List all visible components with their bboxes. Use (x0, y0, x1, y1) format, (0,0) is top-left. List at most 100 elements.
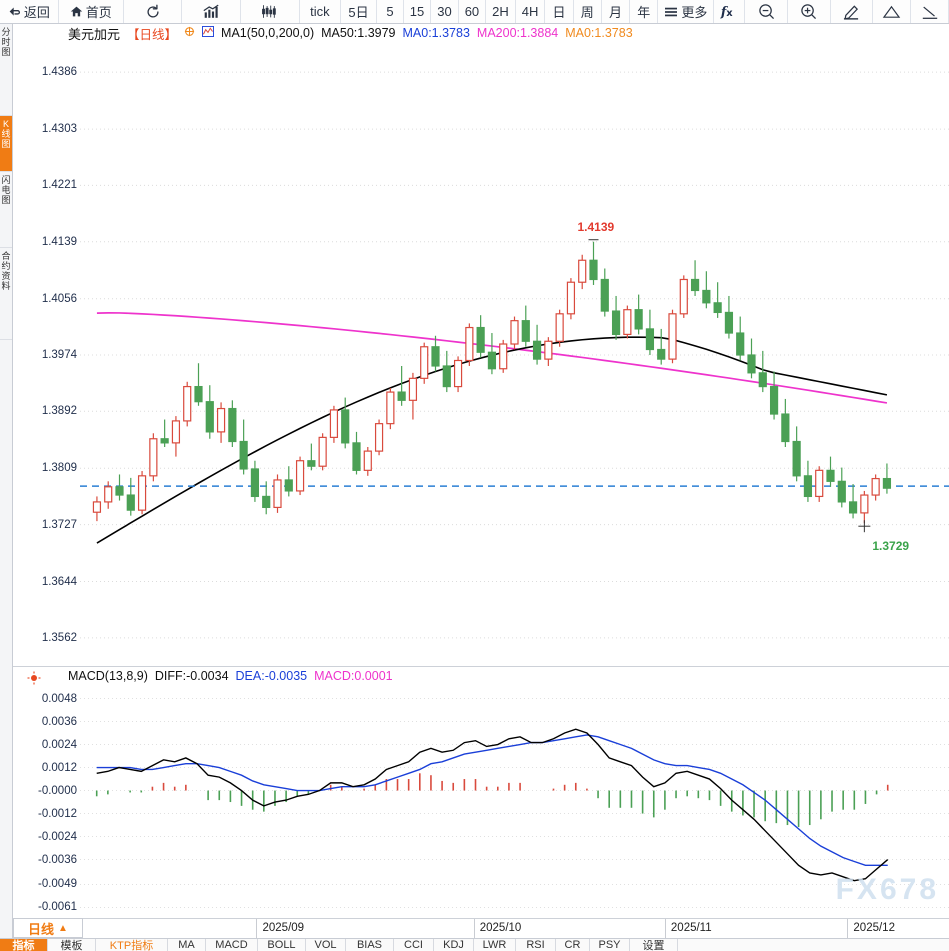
macd-histogram-svg (80, 698, 949, 908)
candlestick-button[interactable] (241, 0, 300, 23)
sidebar-item-char: 图 (1, 47, 11, 57)
indicator-tab-KTP指标[interactable]: KTP指标 (96, 939, 168, 951)
line-chart-button[interactable] (182, 0, 242, 23)
draw-line-button[interactable] (911, 0, 949, 23)
indicator-tab-bar: 指标 模板 KTP指标 MA MACD BOLL VOL BIAS CCI KDJ LWR RSI CR… (0, 938, 949, 951)
price-y-tick-label: 1.4139 (41, 235, 77, 248)
indicator-tab-KDJ[interactable]: KDJ (434, 939, 474, 951)
macd-y-tick-label: -0.0000 (37, 784, 77, 797)
watermark: FX678 (835, 873, 939, 906)
macd-dea-value: DEA:-0.0035 (235, 669, 308, 683)
zoom-in-button[interactable] (788, 0, 831, 23)
timeframe-15[interactable]: 15 (404, 0, 432, 23)
price-y-tick-label: 1.3644 (41, 575, 77, 588)
timeframe-30[interactable]: 30 (431, 0, 459, 23)
timeframe-60[interactable]: 60 (459, 0, 487, 23)
sidebar-item-3[interactable]: 合约资料 (0, 248, 12, 340)
period-selector-label: 日线 (28, 921, 55, 937)
macd-settings-icon[interactable] (27, 671, 41, 685)
indicator-tab-设置[interactable]: 设置 (630, 939, 678, 951)
price-y-tick-label: 1.4056 (41, 292, 77, 305)
indicator-tab-CCI[interactable]: CCI (394, 939, 434, 951)
macd-y-tick-label: -0.0012 (37, 807, 77, 820)
sidebar-item-char: 线 (1, 129, 11, 139)
timeframe-5[interactable]: 5 (377, 0, 404, 23)
zoom-out-button[interactable] (745, 0, 789, 23)
hamburger-icon (665, 7, 678, 16)
more-menu-button[interactable]: 更多 (658, 0, 715, 23)
zoom-out-icon (758, 4, 774, 20)
ma200-value: MA200:1.3884 (476, 26, 559, 40)
ma50-value: MA50:1.3979 (321, 26, 396, 40)
candlestick-icon (262, 5, 276, 18)
indicator-tab-MACD[interactable]: MACD (206, 939, 258, 951)
home-icon (70, 6, 82, 17)
settings-dot-icon[interactable] (184, 26, 195, 40)
timeframe-label: 5日 (348, 5, 369, 20)
indicator-tab-LWR[interactable]: LWR (474, 939, 516, 951)
ma0-blue-value: MA0:1.3783 (402, 26, 470, 40)
sidebar-item-char: 图 (1, 195, 11, 205)
symbol-name: 美元加元 (68, 26, 121, 42)
back-button[interactable]: 返回 (0, 0, 59, 23)
pencil-icon (843, 5, 859, 20)
macd-y-axis: 0.0048 0.0036 0.0024 0.0012 -0.0000 -0.0012 -0… (13, 687, 77, 919)
more-label: 更多 (681, 5, 708, 20)
bottom-bar: 日线 ▲ (0, 918, 949, 938)
timeframe-month[interactable]: 月 (602, 0, 631, 23)
period-selector-button[interactable]: 日线 ▲ (13, 918, 83, 938)
price-y-tick-label: 1.3562 (41, 631, 77, 644)
macd-y-tick-label: -0.0049 (37, 878, 77, 891)
macd-plot-area[interactable] (80, 687, 949, 919)
indicator-tab-BIAS[interactable]: BIAS (346, 939, 394, 951)
timeframe-label: 30 (437, 4, 452, 19)
timeframe-label: 周 (580, 5, 594, 20)
price-plot-area[interactable]: 1.4139 1.3729 (80, 44, 949, 666)
home-button[interactable]: 首页 (59, 0, 124, 23)
price-chart-pane[interactable]: 美元加元 【日线】 MA1(50,0,200,0) MA50:1.3979 MA… (13, 24, 949, 666)
timeframe-4h[interactable]: 4H (516, 0, 546, 23)
back-label: 返回 (23, 5, 50, 20)
price-chart-header: 美元加元 【日线】 MA1(50,0,200,0) MA50:1.3979 MA… (13, 24, 633, 42)
indicator-tab-RSI[interactable]: RSI (516, 939, 556, 951)
sidebar-item-char: 料 (1, 281, 11, 291)
timeframe-year[interactable]: 年 (630, 0, 659, 23)
timeframe-label: 2H (492, 4, 509, 19)
formula-button[interactable]: f x (714, 0, 746, 23)
sidebar-item-char: 电 (1, 185, 11, 195)
indicator-tab-模板[interactable]: 模板 (48, 939, 96, 951)
sidebar-item-char: 闪 (1, 175, 11, 185)
sidebar-item-char: 合 (1, 251, 11, 261)
timeframe-label: 60 (464, 4, 480, 19)
indicator-tab-BOLL[interactable]: BOLL (258, 939, 306, 951)
sidebar-item-2[interactable]: 闪电图 (0, 172, 12, 248)
refresh-button[interactable] (124, 0, 183, 23)
timeframe-label: 月 (609, 5, 623, 20)
timeframe-day[interactable]: 日 (545, 0, 574, 23)
sidebar-item-char: 时 (1, 37, 11, 47)
macd-y-tick-label: 0.0012 (41, 761, 77, 774)
indicator-tab-VOL[interactable]: VOL (306, 939, 346, 951)
ma-indicator-icon[interactable] (202, 26, 214, 40)
price-y-tick-label: 1.3974 (41, 349, 77, 361)
macd-y-tick-label: -0.0024 (37, 830, 77, 843)
ma0-orange-value: MA0:1.3783 (565, 26, 633, 40)
macd-pane[interactable]: MACD(13,8,9) DIFF:-0.0034 DEA:-0.0035 MA… (13, 666, 949, 919)
draw-triangle-button[interactable] (873, 0, 912, 23)
price-y-axis: 1.4386 1.4303 1.4221 1.4139 1.4056 1.3974 1.38… (13, 44, 77, 666)
draw-pencil-button[interactable] (831, 0, 874, 23)
ma-parameters: MA1(50,0,200,0) (221, 26, 315, 40)
timeframe-week[interactable]: 周 (574, 0, 602, 23)
indicator-tab-CR[interactable]: CR (556, 939, 590, 951)
indicator-tab-PSY[interactable]: PSY (590, 939, 630, 951)
indicator-tab-MA[interactable]: MA (168, 939, 206, 951)
high-price-annotation: 1.4139 (577, 219, 615, 234)
timeframe-tick[interactable]: tick (300, 0, 341, 23)
indicator-tab-指标[interactable]: 指标 (0, 939, 48, 951)
sidebar-item-0[interactable]: 分时图 (0, 24, 12, 116)
timeframe-2h[interactable]: 2H (486, 0, 516, 23)
timeframe-5d[interactable]: 5日 (341, 0, 378, 23)
x-axis-tick (847, 919, 849, 939)
